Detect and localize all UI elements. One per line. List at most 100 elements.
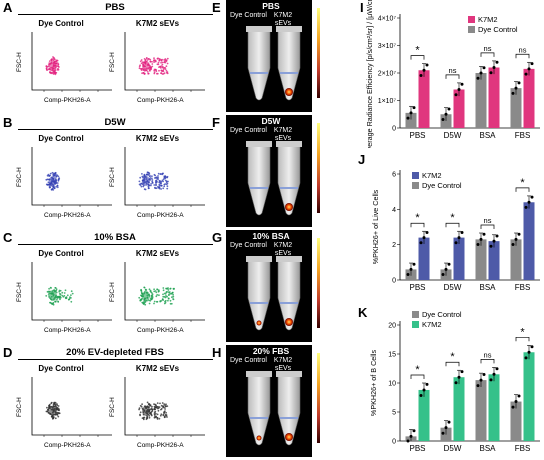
significance-bracket	[480, 52, 495, 57]
x-tick-label: PBS	[409, 283, 425, 292]
data-point	[409, 434, 413, 438]
data-point	[447, 107, 451, 111]
x-tick-label: BSA	[479, 444, 496, 453]
significance-label: *	[520, 326, 525, 338]
panel-letter-h: H	[212, 345, 222, 360]
bar-k7m2	[453, 89, 465, 128]
x-tick-label: FBS	[515, 131, 531, 140]
significance-label: *	[415, 212, 420, 224]
data-point	[441, 272, 445, 276]
data-point	[482, 232, 486, 236]
data-point	[482, 373, 486, 377]
data-point	[517, 81, 521, 85]
left-sample-label: Dye Control	[38, 19, 84, 28]
legend-swatch	[468, 16, 475, 23]
data-point	[524, 72, 528, 76]
scatter-plot-left	[31, 32, 112, 92]
data-point	[425, 63, 429, 67]
flow-y-axis-label: FSC-H	[109, 397, 116, 417]
data-point	[511, 242, 515, 246]
chart-i-radiance: 0 1×10⁷ 2×10⁷ 3×10⁷ 4×10⁷ Average Radiance Ef…	[365, 0, 540, 148]
data-point	[530, 195, 534, 199]
tubes-image	[246, 345, 336, 457]
data-point	[447, 262, 451, 266]
data-point	[492, 239, 496, 243]
data-point	[457, 236, 461, 240]
data-point	[406, 272, 410, 276]
panel-letter-b: B	[3, 115, 13, 130]
bar-dye-control	[405, 112, 417, 128]
data-point	[454, 241, 458, 245]
flow-y-axis-label: FSC-H	[16, 282, 23, 302]
bar-k7m2	[418, 389, 430, 441]
data-point	[457, 375, 461, 379]
flow-row-title: PBS	[105, 2, 125, 13]
flow-y-axis-label: FSC-H	[16, 167, 23, 187]
left-sample-label: Dye Control	[38, 134, 84, 143]
panel-letter-i: I	[360, 0, 364, 15]
data-point	[479, 378, 483, 382]
panel-letter-a: A	[3, 0, 13, 15]
bar-k7m2	[488, 241, 500, 280]
data-point	[409, 111, 413, 115]
data-point	[476, 76, 480, 80]
left-sample-label: Dye Control	[38, 249, 84, 258]
flow-row-title: 10% BSA	[94, 232, 136, 243]
significance-label: ns	[484, 350, 492, 359]
flow-x-axis-label: Comp-PKH26-A	[44, 327, 91, 334]
panel-letter-j: J	[358, 152, 366, 167]
data-point	[517, 394, 521, 398]
panel-letter-e: E	[212, 0, 221, 15]
right-tube-label: K7M2 sEVs	[273, 127, 293, 142]
panel-letter-g: G	[212, 230, 223, 245]
flow-x-axis-label: Comp-PKH26-A	[44, 212, 91, 219]
ivis-title: D5W	[261, 116, 281, 126]
left-tube-label: Dye Control	[230, 242, 267, 249]
y-tick-label: 1×10⁷	[378, 98, 397, 105]
legend-label: K7M2	[478, 15, 498, 24]
bar-k7m2	[523, 68, 535, 128]
x-tick-label: PBS	[409, 131, 425, 140]
bar-dye-control	[475, 380, 487, 441]
panel-letter-c: C	[3, 230, 13, 245]
data-point	[441, 118, 445, 122]
data-point	[457, 88, 461, 91]
scatter-plot-left	[31, 377, 112, 437]
y-axis-label: %PKH26+ of Live Cells	[371, 189, 380, 264]
data-point	[409, 267, 413, 271]
y-tick-label: 0	[392, 126, 396, 133]
data-point	[492, 372, 496, 376]
bar-dye-control	[510, 239, 522, 280]
flow-x-axis-label: Comp-PKH26-A	[137, 212, 184, 219]
bar-k7m2	[418, 70, 430, 128]
title-underline	[18, 244, 213, 245]
significance-bracket	[410, 55, 425, 60]
data-point	[530, 62, 534, 66]
data-point	[514, 237, 518, 241]
data-point	[412, 106, 416, 110]
right-sample-label: K7M2 sEVs	[135, 364, 180, 373]
data-point	[489, 71, 493, 75]
ivis-title: PBS	[262, 1, 280, 11]
flow-x-axis-label: Comp-PKH26-A	[137, 327, 184, 334]
y-tick-label: 20	[388, 323, 396, 330]
flow-y-axis-label: FSC-H	[109, 167, 116, 187]
data-point	[527, 67, 531, 71]
right-sample-label: K7M2 sEVs	[135, 19, 180, 28]
scatter-plot-right	[124, 32, 205, 92]
bar-dye-control	[440, 114, 452, 128]
title-underline	[18, 129, 213, 130]
bar-k7m2	[523, 352, 535, 441]
data-point	[495, 367, 499, 371]
scatter-plot-left	[31, 262, 112, 322]
legend-swatch	[412, 182, 419, 189]
legend-label: Dye Control	[478, 25, 518, 34]
scatter-plot-right	[124, 377, 205, 437]
data-point	[527, 350, 531, 354]
significance-label: ns	[484, 216, 492, 225]
y-tick-label: 15	[388, 352, 396, 359]
data-point	[406, 116, 410, 120]
scatter-plot-right	[124, 262, 205, 322]
significance-label: *	[415, 45, 420, 57]
bar-dye-control	[475, 239, 487, 280]
